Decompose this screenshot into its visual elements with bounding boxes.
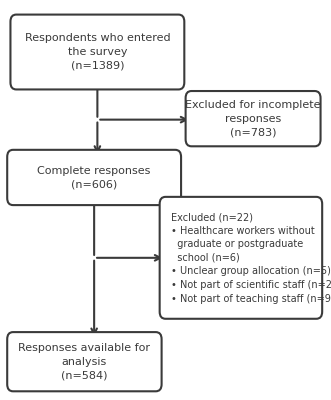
FancyBboxPatch shape bbox=[7, 332, 162, 391]
Text: Responses available for
analysis
(n=584): Responses available for analysis (n=584) bbox=[19, 343, 150, 380]
FancyBboxPatch shape bbox=[11, 14, 184, 90]
Text: Excluded for incomplete
responses
(n=783): Excluded for incomplete responses (n=783… bbox=[185, 100, 321, 137]
Text: Complete responses
(n=606): Complete responses (n=606) bbox=[37, 166, 151, 189]
Text: Excluded (n=22)
• Healthcare workers without
  graduate or postgraduate
  school: Excluded (n=22) • Healthcare workers wit… bbox=[171, 212, 331, 304]
FancyBboxPatch shape bbox=[160, 197, 322, 319]
Text: Respondents who entered
the survey
(n=1389): Respondents who entered the survey (n=13… bbox=[24, 34, 170, 71]
FancyBboxPatch shape bbox=[186, 91, 320, 146]
FancyBboxPatch shape bbox=[7, 150, 181, 205]
